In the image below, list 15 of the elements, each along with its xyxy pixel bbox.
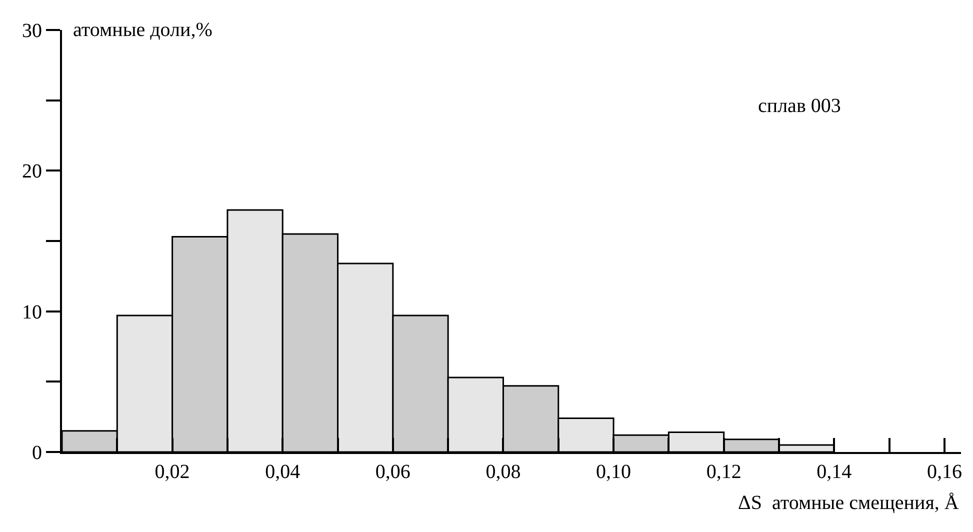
y-axis-title: атомные доли,% <box>73 19 212 41</box>
y-tick-label: 0 <box>32 442 42 464</box>
x-tick-label: 0,04 <box>265 461 300 483</box>
x-tick-label: 0,08 <box>486 461 521 483</box>
y-tick-label: 30 <box>22 20 42 42</box>
x-tick-label: 0,14 <box>816 461 852 483</box>
y-tick-label: 20 <box>22 160 42 183</box>
x-axis-title: ΔS атомные смещения, Å <box>738 492 960 514</box>
x-tick-label: 0,16 <box>926 461 962 483</box>
y-tick-label: 10 <box>22 301 42 324</box>
x-tick-label: 0,02 <box>154 461 190 483</box>
x-tick-label: 0,12 <box>706 461 742 483</box>
x-tick-label: 0,10 <box>596 461 632 483</box>
annotation: сплав 003 <box>758 95 841 117</box>
x-tick-label: 0,06 <box>375 461 410 483</box>
